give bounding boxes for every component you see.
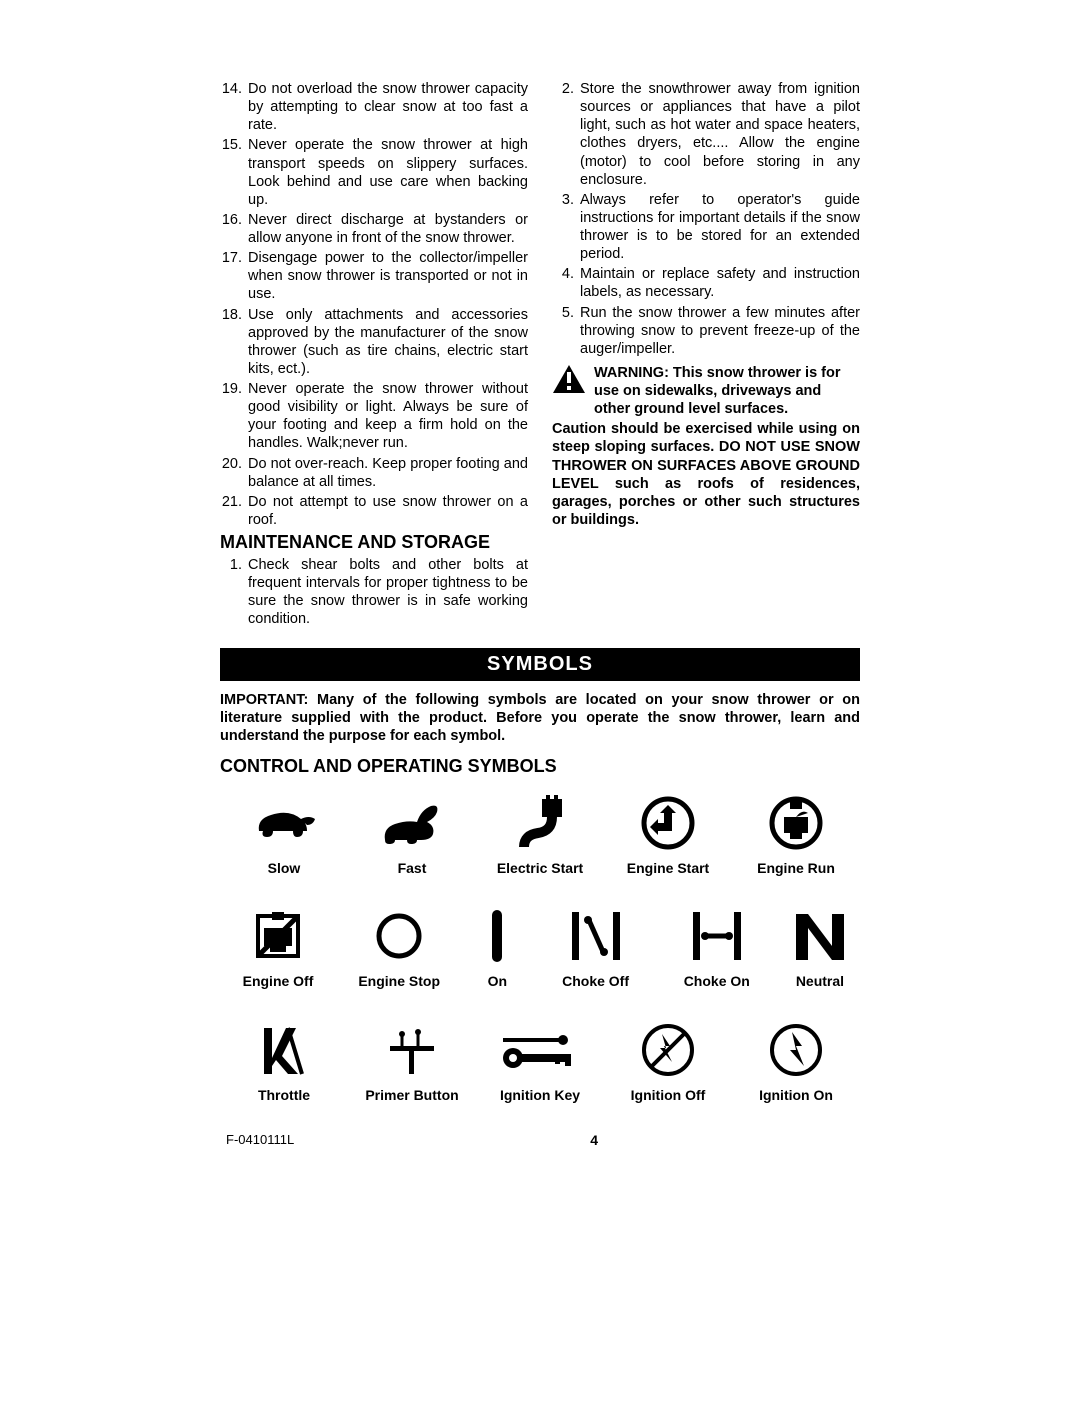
maintenance-list: 1.Check shear bolts and other bolts at f… <box>220 556 528 629</box>
list-num: 14. <box>220 80 248 134</box>
list-text: Never operate the snow thrower at high t… <box>248 136 528 209</box>
symbol-label: Primer Button <box>365 1087 458 1105</box>
symbol-primer-button: Primer Button <box>354 1019 470 1105</box>
list-num: 21. <box>220 493 248 529</box>
symbol-label: Slow <box>268 860 301 878</box>
symbol-ignition-on: Ignition On <box>738 1019 854 1105</box>
list-text: Maintain or replace safety and instructi… <box>580 265 860 301</box>
list-text: Do not attempt to use snow thrower on a … <box>248 493 528 529</box>
symbols-header: SYMBOLS <box>220 648 860 681</box>
symbol-label: Engine Off <box>243 973 314 991</box>
throttle-icon <box>258 1019 310 1081</box>
symbol-label: Electric Start <box>497 860 583 878</box>
symbol-ignition-key: Ignition Key <box>482 1019 598 1105</box>
symbol-label: Ignition Off <box>631 1087 706 1105</box>
symbol-label: Choke On <box>684 973 750 991</box>
top-columns: 14.Do not overload the snow thrower capa… <box>220 80 860 630</box>
important-note: IMPORTANT: Many of the following symbols… <box>220 691 860 745</box>
ignition-on-icon <box>768 1019 824 1081</box>
engine-stop-icon <box>374 905 424 967</box>
symbols-row-2: Engine Off Engine Stop On Choke Off Chok… <box>220 905 860 991</box>
list-num: 20. <box>220 455 248 491</box>
list-num: 1. <box>220 556 248 629</box>
operation-list: 14.Do not overload the snow thrower capa… <box>220 80 528 529</box>
list-num: 17. <box>220 249 248 303</box>
list-num: 15. <box>220 136 248 209</box>
control-symbols-heading: CONTROL AND OPERATING SYMBOLS <box>220 755 860 778</box>
choke-off-icon <box>566 905 626 967</box>
warning-continue: Caution should be exercised while using … <box>552 420 860 529</box>
footer-code: F-0410111L <box>226 1132 294 1150</box>
footer-spacer <box>774 1132 854 1150</box>
list-text: Always refer to operator's guide instruc… <box>580 191 860 264</box>
symbol-label: Neutral <box>796 973 844 991</box>
primer-button-icon <box>384 1019 440 1081</box>
page-footer: F-0410111L 4 <box>220 1132 860 1150</box>
symbol-engine-stop: Engine Stop <box>341 905 457 991</box>
symbols-row-3: Throttle Primer Button Ignition Key Igni… <box>220 1019 860 1105</box>
list-num: 5. <box>552 304 580 358</box>
turtle-icon <box>249 792 319 854</box>
list-num: 18. <box>220 306 248 379</box>
rabbit-icon <box>377 792 447 854</box>
neutral-icon <box>792 905 848 967</box>
symbol-engine-run: Engine Run <box>738 792 854 878</box>
list-text: Never operate the snow thrower without g… <box>248 380 528 453</box>
list-text: Do not overload the snow thrower capacit… <box>248 80 528 134</box>
plug-icon <box>512 792 568 854</box>
symbol-engine-off: Engine Off <box>220 905 336 991</box>
list-text: Use only attachments and accessories app… <box>248 306 528 379</box>
symbol-label: Fast <box>398 860 427 878</box>
warning-text: WARNING: This snow thrower is for use on… <box>594 364 860 418</box>
right-column: 2.Store the snowthrower away from igniti… <box>552 80 860 630</box>
list-num: 3. <box>552 191 580 264</box>
ignition-off-icon <box>640 1019 696 1081</box>
symbols-row-1: Slow Fast Electric Start Engine Start En… <box>220 792 860 878</box>
list-num: 16. <box>220 211 248 247</box>
list-text: Disengage power to the collector/impelle… <box>248 249 528 303</box>
symbol-neutral: Neutral <box>780 905 860 991</box>
warning-triangle-icon <box>552 364 586 418</box>
list-text: Run the snow thrower a few minutes after… <box>580 304 860 358</box>
symbol-electric-start: Electric Start <box>482 792 598 878</box>
symbol-ignition-off: Ignition Off <box>610 1019 726 1105</box>
symbol-choke-off: Choke Off <box>538 905 654 991</box>
list-text: Never direct discharge at bystanders or … <box>248 211 528 247</box>
list-text: Do not over-reach. Keep proper footing a… <box>248 455 528 491</box>
on-icon <box>487 905 507 967</box>
symbol-engine-start: Engine Start <box>610 792 726 878</box>
ignition-key-icon <box>497 1019 583 1081</box>
list-num: 2. <box>552 80 580 189</box>
list-text: Check shear bolts and other bolts at fre… <box>248 556 528 629</box>
maintenance-heading: MAINTENANCE AND STORAGE <box>220 531 528 554</box>
left-column: 14.Do not overload the snow thrower capa… <box>220 80 528 630</box>
symbol-slow: Slow <box>226 792 342 878</box>
list-text: Store the snowthrower away from ignition… <box>580 80 860 189</box>
storage-list: 2.Store the snowthrower away from igniti… <box>552 80 860 358</box>
symbol-label: Ignition On <box>759 1087 833 1105</box>
list-num: 4. <box>552 265 580 301</box>
symbol-on: On <box>462 905 532 991</box>
symbol-label: On <box>488 973 507 991</box>
warning-block: WARNING: This snow thrower is for use on… <box>552 364 860 418</box>
list-num: 19. <box>220 380 248 453</box>
engine-off-icon <box>252 905 304 967</box>
choke-on-icon <box>687 905 747 967</box>
engine-run-icon <box>768 792 824 854</box>
symbol-label: Throttle <box>258 1087 310 1105</box>
symbol-label: Ignition Key <box>500 1087 580 1105</box>
symbol-throttle: Throttle <box>226 1019 342 1105</box>
page-number: 4 <box>590 1132 598 1150</box>
symbol-fast: Fast <box>354 792 470 878</box>
symbol-label: Engine Run <box>757 860 835 878</box>
symbol-choke-on: Choke On <box>659 905 775 991</box>
symbol-label: Engine Start <box>627 860 709 878</box>
symbol-label: Engine Stop <box>358 973 440 991</box>
symbol-label: Choke Off <box>562 973 629 991</box>
engine-start-icon <box>640 792 696 854</box>
symbols-grid: Slow Fast Electric Start Engine Start En… <box>220 792 860 1105</box>
